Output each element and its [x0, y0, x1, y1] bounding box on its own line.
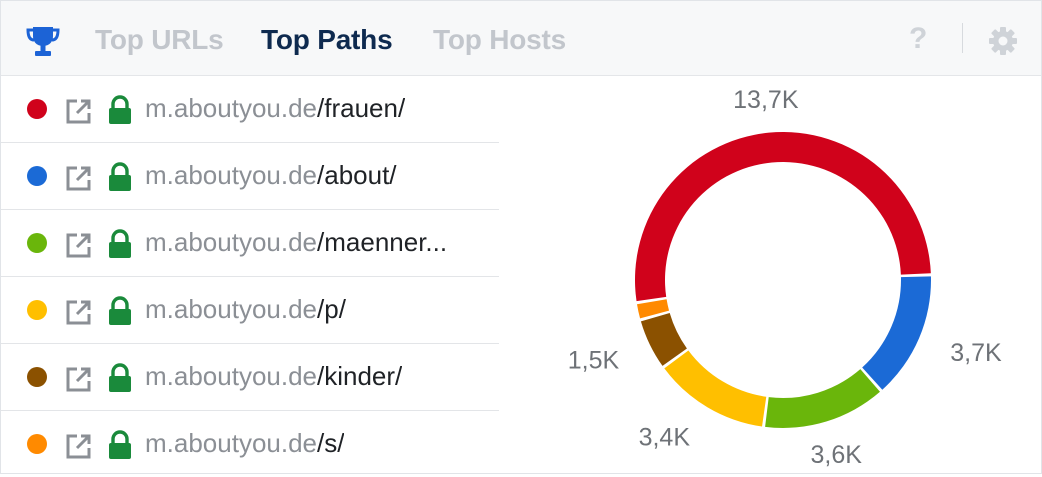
widget-header: Top URLs Top Paths Top Hosts ? — [1, 1, 1041, 76]
data-label: 13,7K — [733, 86, 799, 114]
donut-slice[interactable] — [765, 369, 880, 429]
path-link[interactable]: m.aboutyou.de/about/ — [145, 160, 397, 191]
header-divider — [962, 23, 963, 53]
data-label: 1,5K — [568, 346, 620, 374]
external-link-icon[interactable] — [65, 433, 92, 460]
data-label: 3,6K — [810, 441, 862, 469]
lock-icon — [109, 229, 131, 258]
series-color-dot — [27, 99, 47, 119]
series-color-dot — [27, 300, 47, 320]
url-host: m.aboutyou.de — [145, 160, 318, 190]
list-item: m.aboutyou.de/frauen/ — [1, 76, 499, 143]
list-item: m.aboutyou.de/about/ — [1, 143, 499, 210]
url-path: /s/ — [317, 428, 345, 458]
donut-slice[interactable] — [862, 276, 931, 390]
donut-slice[interactable] — [640, 312, 687, 366]
path-list: m.aboutyou.de/frauen/m.aboutyou.de/about… — [1, 76, 499, 477]
url-path: /frauen/ — [317, 93, 406, 123]
series-color-dot — [27, 367, 47, 387]
donut-slice[interactable] — [636, 299, 670, 319]
series-color-dot — [27, 233, 47, 253]
lock-icon — [109, 296, 131, 325]
url-host: m.aboutyou.de — [145, 361, 318, 391]
external-link-icon[interactable] — [65, 299, 92, 326]
donut-chart: 13,7K 3,7K 3,6K 3,4K 1,5K — [568, 86, 1002, 469]
tab-top-hosts[interactable]: Top Hosts — [433, 24, 567, 55]
url-host: m.aboutyou.de — [145, 428, 318, 458]
external-link-icon[interactable] — [65, 98, 92, 125]
path-link[interactable]: m.aboutyou.de/s/ — [145, 428, 344, 459]
external-link-icon[interactable] — [65, 232, 92, 259]
trophy-icon — [26, 27, 60, 56]
path-link[interactable]: m.aboutyou.de/frauen/ — [145, 93, 405, 124]
url-path: /maenner... — [317, 227, 448, 257]
data-label: 3,4K — [639, 423, 691, 451]
list-item: m.aboutyou.de/kinder/ — [1, 344, 499, 411]
gear-icon[interactable] — [988, 26, 1018, 56]
url-host: m.aboutyou.de — [145, 227, 318, 257]
url-path: /about/ — [317, 160, 397, 190]
series-color-dot — [27, 434, 47, 454]
donut-slice[interactable] — [635, 132, 931, 302]
tab-top-paths[interactable]: Top Paths — [261, 24, 393, 55]
path-link[interactable]: m.aboutyou.de/maenner... — [145, 227, 447, 258]
external-link-icon[interactable] — [65, 165, 92, 192]
list-item: m.aboutyou.de/s/ — [1, 411, 499, 477]
external-link-icon[interactable] — [65, 366, 92, 393]
data-label: 3,7K — [950, 339, 1002, 367]
path-link[interactable]: m.aboutyou.de/p/ — [145, 294, 346, 325]
list-item: m.aboutyou.de/maenner... — [1, 210, 499, 277]
path-link[interactable]: m.aboutyou.de/kinder/ — [145, 361, 402, 392]
donut-slice[interactable] — [664, 350, 767, 427]
url-path: /p/ — [317, 294, 346, 324]
lock-icon — [109, 162, 131, 191]
series-color-dot — [27, 166, 47, 186]
url-host: m.aboutyou.de — [145, 93, 318, 123]
lock-icon — [109, 363, 131, 392]
help-button[interactable]: ? — [909, 22, 928, 55]
list-item: m.aboutyou.de/p/ — [1, 277, 499, 344]
url-path: /kinder/ — [317, 361, 403, 391]
lock-icon — [109, 95, 131, 124]
tab-top-urls[interactable]: Top URLs — [95, 24, 224, 55]
url-host: m.aboutyou.de — [145, 294, 318, 324]
lock-icon — [109, 430, 131, 459]
